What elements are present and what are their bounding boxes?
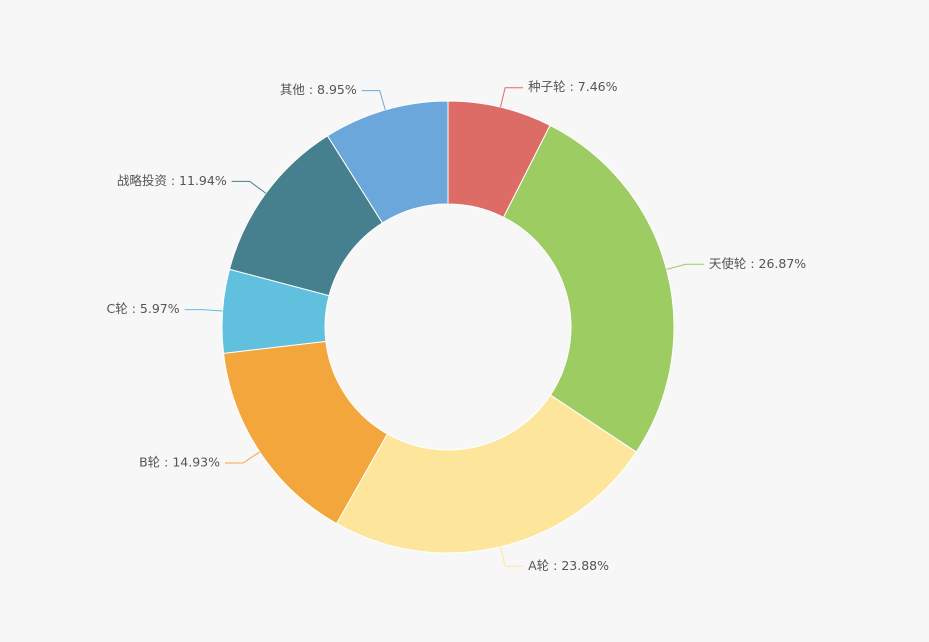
leader-line: [499, 546, 524, 567]
leader-line: [361, 90, 386, 111]
donut-slice: [326, 100, 449, 224]
donut-slice: [502, 124, 675, 453]
data-label: A轮 : 23.88%: [528, 558, 609, 573]
data-label: 种子轮 : 7.46%: [528, 79, 617, 94]
data-label: 其他 : 8.95%: [280, 82, 357, 97]
data-label: C轮 : 5.97%: [107, 301, 180, 316]
leader-line: [499, 87, 524, 108]
leader-line: [225, 451, 260, 464]
data-label: B轮 : 14.93%: [139, 455, 220, 470]
data-label: 战略投资 : 11.94%: [117, 173, 227, 188]
data-label: 天使轮 : 26.87%: [709, 256, 806, 271]
leader-line: [666, 263, 704, 270]
leader-line: [231, 180, 267, 194]
donut-slice: [335, 394, 637, 554]
leader-line: [184, 309, 223, 312]
